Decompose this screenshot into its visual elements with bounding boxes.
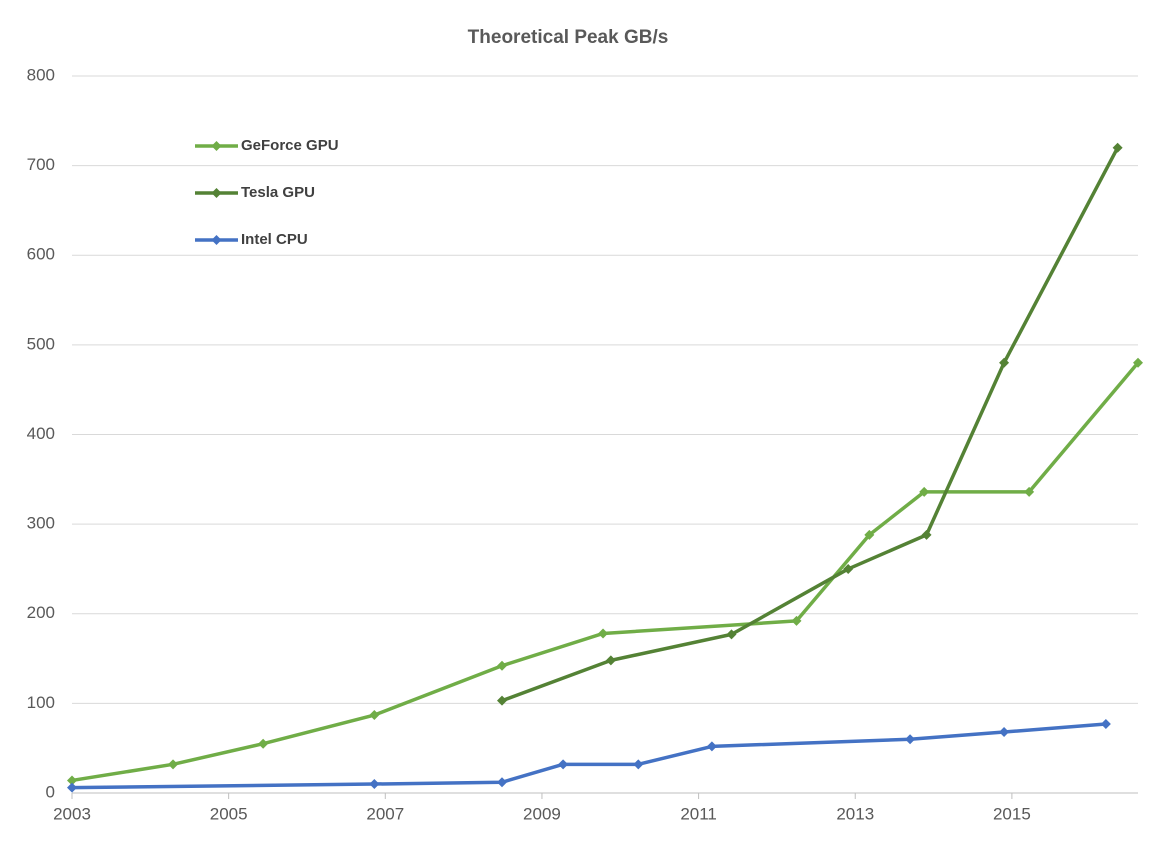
data-point: [1112, 142, 1123, 153]
data-point: [1133, 357, 1143, 368]
x-tick-label: 2013: [836, 804, 874, 823]
legend-marker: [211, 235, 222, 245]
data-point: [497, 660, 508, 671]
data-point: [921, 529, 932, 540]
data-point: [369, 779, 380, 790]
data-point: [726, 629, 737, 640]
data-point: [258, 738, 269, 749]
data-point: [497, 695, 508, 706]
data-point: [67, 782, 77, 793]
y-tick-label: 200: [27, 603, 55, 622]
legend-marker: [211, 188, 222, 198]
data-point: [369, 710, 380, 721]
x-tick-label: 2011: [680, 804, 717, 823]
x-tick-label: 2015: [993, 804, 1031, 823]
y-tick-label: 600: [27, 245, 55, 264]
data-point: [605, 655, 616, 666]
y-tick-label: 800: [27, 65, 55, 84]
y-tick-label: 400: [27, 424, 55, 443]
legend-label: Intel CPU: [241, 231, 308, 248]
data-point: [598, 628, 609, 639]
data-point: [706, 741, 717, 752]
data-point: [497, 777, 508, 788]
y-tick-label: 500: [27, 334, 55, 353]
data-point: [843, 563, 854, 574]
x-tick-label: 2007: [366, 804, 404, 823]
data-point: [999, 357, 1010, 368]
data-point: [67, 775, 77, 786]
y-tick-label: 300: [27, 514, 55, 533]
data-point: [999, 727, 1010, 738]
y-tick-label: 0: [46, 782, 55, 801]
data-point: [168, 759, 179, 770]
x-tick-label: 2003: [53, 804, 91, 823]
data-point: [791, 615, 802, 626]
x-tick-label: 2009: [523, 804, 561, 823]
chart-title: Theoretical Peak GB/s: [468, 27, 669, 48]
data-point: [1100, 718, 1111, 729]
data-point: [558, 759, 569, 770]
data-point: [1024, 486, 1035, 497]
series-line: [501, 146, 1120, 703]
series-line: [71, 361, 1140, 783]
y-tick-label: 700: [27, 155, 55, 174]
legend-label: GeForce GPU: [241, 137, 339, 154]
data-point: [633, 759, 644, 770]
data-point: [864, 529, 875, 540]
y-tick-label: 100: [27, 693, 55, 712]
legend-label: Tesla GPU: [241, 184, 315, 201]
series-line: [71, 722, 1107, 790]
data-point: [919, 486, 930, 497]
data-point: [905, 734, 916, 745]
legend-marker: [211, 141, 222, 151]
x-tick-label: 2005: [210, 804, 248, 823]
